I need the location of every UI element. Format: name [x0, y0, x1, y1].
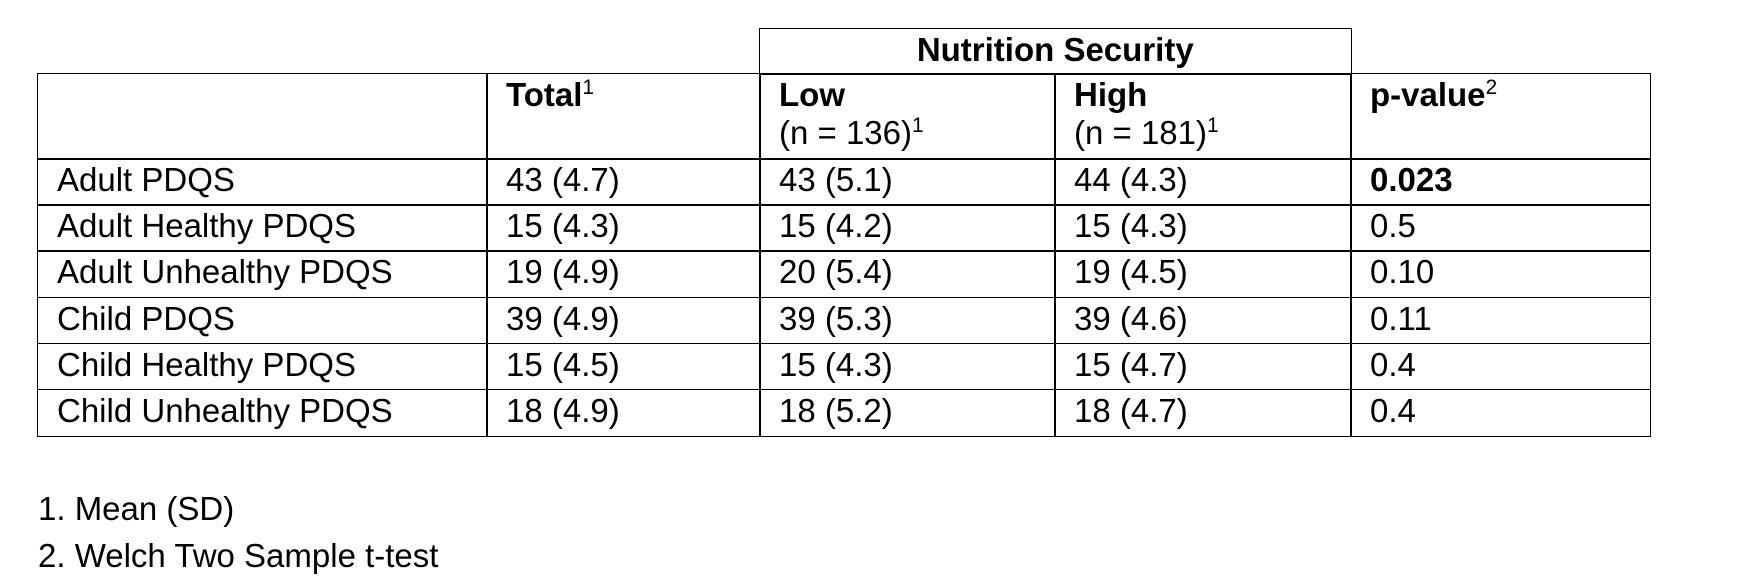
- table-cell: 0.11: [1350, 296, 1651, 345]
- table-cell: 15 (4.3): [1054, 204, 1352, 252]
- table-cell: 0.4: [1350, 342, 1651, 391]
- footnote-marker: 2: [1485, 76, 1498, 99]
- table-cell: 0.4: [1350, 389, 1651, 437]
- table-cell: 15 (4.3): [486, 204, 761, 252]
- table-cell: 15 (4.2): [759, 204, 1056, 252]
- table-cell: 18 (4.9): [486, 389, 761, 437]
- row-label: Adult Unhealthy PDQS: [37, 250, 488, 299]
- column-subtitle: (n = 181)1: [1074, 114, 1351, 152]
- table-cell: 19 (4.9): [486, 250, 761, 299]
- table-cell: 39 (4.6): [1054, 296, 1352, 345]
- row-label: Adult Healthy PDQS: [37, 204, 488, 252]
- table-cell: 0.10: [1350, 250, 1651, 299]
- footnote-marker: 1: [1207, 114, 1219, 137]
- table-cell: 15 (4.5): [486, 342, 761, 391]
- table-cell: 18 (4.7): [1054, 389, 1352, 437]
- table-cell: 15 (4.3): [759, 342, 1056, 391]
- column-header: Low (n = 136)1: [759, 73, 1056, 160]
- table-cell: 39 (5.3): [759, 296, 1056, 345]
- table-cell: 15 (4.7): [1054, 342, 1352, 391]
- sample-size: (n = 181): [1074, 114, 1207, 151]
- column-header: p-value2: [1350, 73, 1651, 160]
- table-cell: 0.5: [1350, 204, 1651, 252]
- table-cell: 20 (5.4): [759, 250, 1056, 299]
- column-label: High: [1074, 76, 1148, 113]
- header-cell: [37, 73, 488, 160]
- column-label: p-value: [1370, 76, 1486, 113]
- footnote-marker: 1: [912, 114, 924, 137]
- spanner-header: Nutrition Security: [759, 28, 1352, 75]
- column-header: High (n = 181)1: [1054, 73, 1352, 160]
- table-cell: 43 (4.7): [486, 158, 761, 206]
- row-label: Child PDQS: [37, 296, 488, 345]
- table-cell: 18 (5.2): [759, 389, 1056, 437]
- table-cell: 19 (4.5): [1054, 250, 1352, 299]
- column-subtitle: (n = 136)1: [779, 114, 1055, 152]
- table-cell: 43 (5.1): [759, 158, 1056, 206]
- table-cell: 0.023: [1350, 158, 1651, 206]
- footnote: 1. Mean (SD): [38, 490, 235, 527]
- row-label: Child Healthy PDQS: [37, 342, 488, 391]
- column-header: Total1: [486, 73, 761, 160]
- row-label: Child Unhealthy PDQS: [37, 389, 488, 437]
- column-label: Low: [779, 76, 845, 113]
- sample-size: (n = 136): [779, 114, 912, 151]
- footnote: 2. Welch Two Sample t-test: [38, 537, 439, 574]
- column-label: Total: [506, 76, 583, 113]
- table-cell: 44 (4.3): [1054, 158, 1352, 206]
- row-label: Adult PDQS: [37, 158, 488, 206]
- table-cell: 39 (4.9): [486, 296, 761, 345]
- footnote-marker: 1: [582, 76, 595, 99]
